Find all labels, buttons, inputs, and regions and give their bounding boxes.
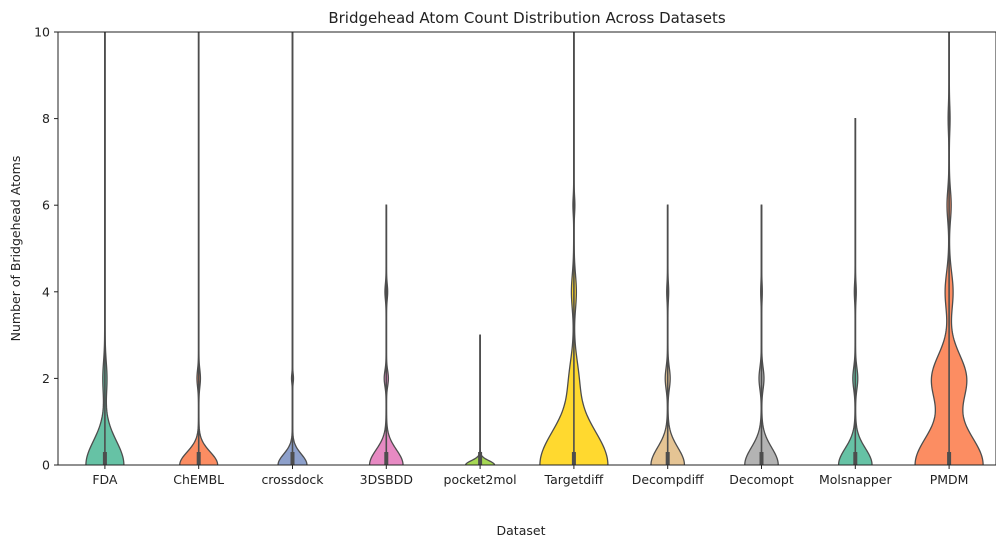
y-axis: 0 2 4 6 8 10 xyxy=(34,25,58,473)
x-tick-label: Molsnapper xyxy=(819,472,893,487)
x-tick-label: Targetdiff xyxy=(544,472,604,487)
x-tick-label: Decomopt xyxy=(729,472,794,487)
x-tick-label: ChEMBL xyxy=(173,472,224,487)
x-axis-title: Dataset xyxy=(497,523,546,538)
x-tick-label: PMDM xyxy=(930,472,969,487)
y-tick-label: 10 xyxy=(34,25,50,40)
y-tick-label: 8 xyxy=(42,111,50,126)
plot-frame xyxy=(57,31,996,466)
x-tick-label: 3DSBDD xyxy=(360,472,413,487)
x-tick-label: FDA xyxy=(92,472,118,487)
x-tick-label: pocket2mol xyxy=(444,472,517,487)
y-axis-title: Number of Bridgehead Atoms xyxy=(8,156,23,342)
x-tick-label: Decompdiff xyxy=(632,472,704,487)
y-tick-label: 2 xyxy=(42,371,50,386)
chart-title: Bridgehead Atom Count Distribution Acros… xyxy=(328,9,726,27)
plot-area xyxy=(85,32,984,465)
y-tick-label: 4 xyxy=(42,284,50,299)
y-tick-label: 6 xyxy=(42,198,50,213)
y-tick-label: 0 xyxy=(42,458,50,473)
x-axis: FDA ChEMBL crossdock 3DSBDD pocket2mol Target… xyxy=(92,465,968,487)
x-tick-label: crossdock xyxy=(261,472,324,487)
